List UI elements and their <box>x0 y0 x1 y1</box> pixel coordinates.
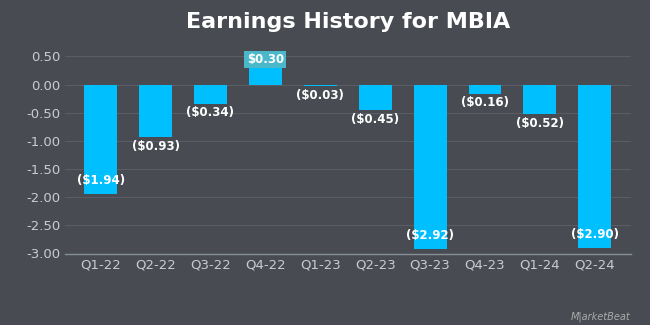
Text: ($1.94): ($1.94) <box>77 174 125 187</box>
Bar <box>413 84 447 249</box>
Text: ($2.92): ($2.92) <box>406 229 454 242</box>
Text: ($0.16): ($0.16) <box>461 96 509 109</box>
Text: ($0.34): ($0.34) <box>187 107 235 120</box>
Bar <box>304 84 337 86</box>
Bar <box>523 84 556 114</box>
Text: ($0.52): ($0.52) <box>516 117 564 130</box>
Text: $0.30: $0.30 <box>247 53 284 66</box>
Bar <box>139 84 172 137</box>
Bar <box>578 84 611 248</box>
Text: ($0.03): ($0.03) <box>296 89 345 102</box>
Title: Earnings History for MBIA: Earnings History for MBIA <box>186 12 510 32</box>
Bar <box>249 68 282 84</box>
Text: ($0.45): ($0.45) <box>351 113 399 126</box>
Text: ($2.90): ($2.90) <box>571 228 619 241</box>
Bar <box>84 84 117 194</box>
Bar <box>194 84 227 104</box>
Bar <box>469 84 502 94</box>
Bar <box>359 84 392 110</box>
Text: M|arketBeat: M|arketBeat <box>571 311 630 322</box>
Text: ($0.93): ($0.93) <box>131 140 179 153</box>
